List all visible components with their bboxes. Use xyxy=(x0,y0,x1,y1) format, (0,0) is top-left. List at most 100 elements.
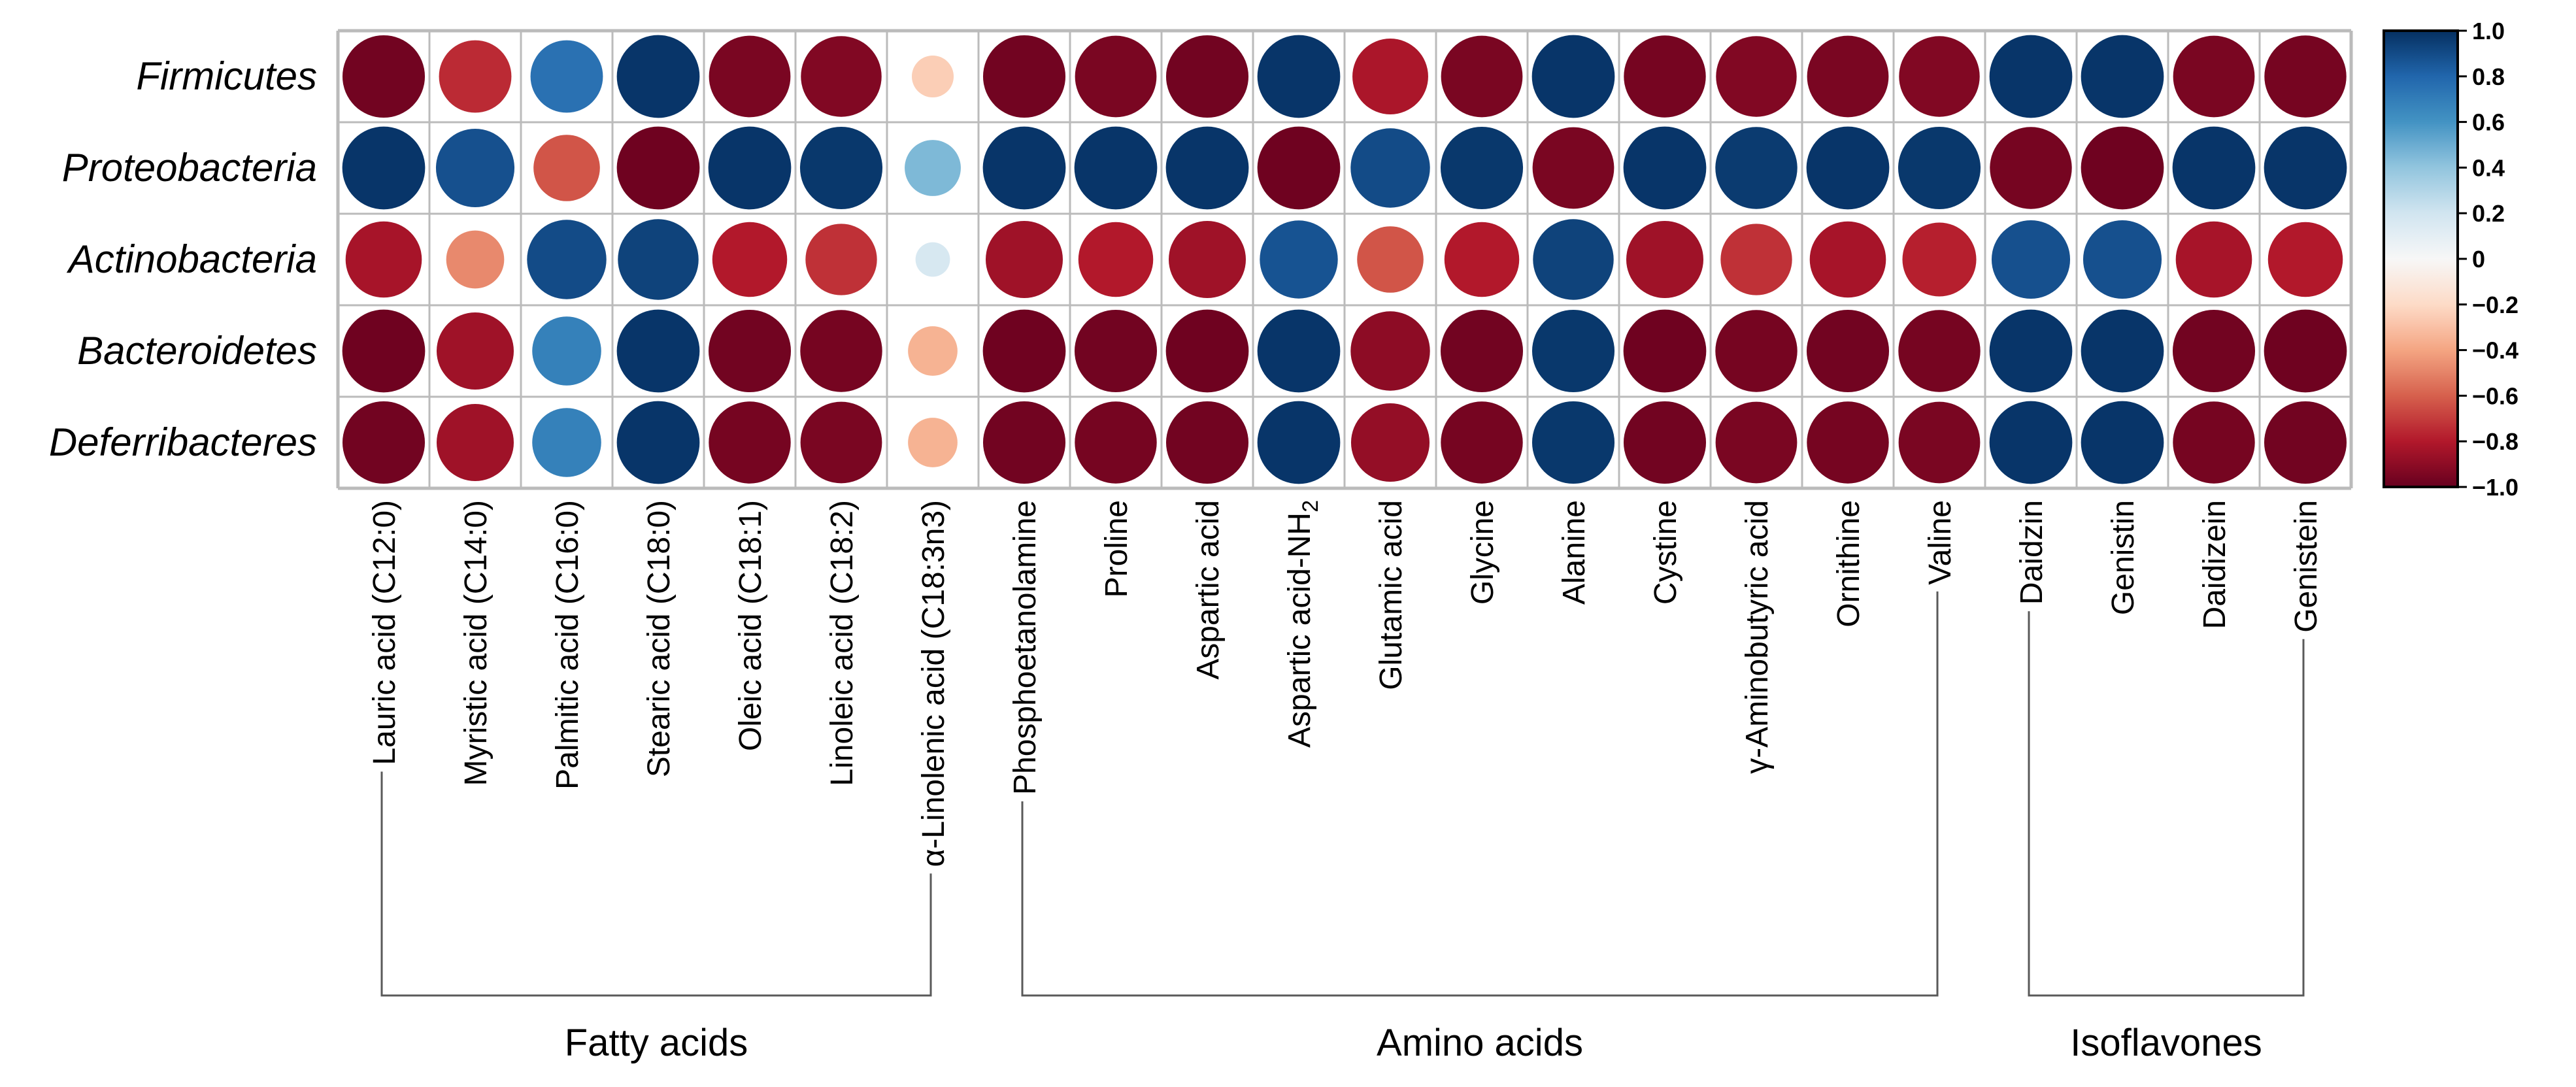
corr-circle-r2-c1 xyxy=(446,230,505,289)
corr-circle-r3-c18 xyxy=(1989,309,2073,393)
corr-circle-r2-c6 xyxy=(915,242,950,277)
corr-circle-r3-c21 xyxy=(2264,309,2347,393)
corr-circle-r1-c18 xyxy=(1990,127,2072,209)
column-label-14: Cystine xyxy=(1648,500,1683,605)
corr-circle-r1-c15 xyxy=(1715,127,1798,209)
corr-circle-r2-c12 xyxy=(1444,222,1520,297)
corr-circle-r1-c11 xyxy=(1350,128,1430,208)
row-labels: Firmicutes Proteobacteria Actinobacteria Ba… xyxy=(49,54,317,464)
column-label-10: Aspartic acid-NH2 xyxy=(1282,500,1323,748)
column-labels: Lauric acid (C12:0) Myristic acid (C14:0)… xyxy=(367,500,2324,867)
row-label-bacteroidetes: Bacteroidetes xyxy=(77,329,317,373)
corr-circle-r1-c9 xyxy=(1165,126,1249,210)
correlation-circles xyxy=(342,35,2347,484)
column-label-3: Stearic acid (C18:0) xyxy=(642,500,677,777)
corr-circle-r4-c19 xyxy=(2081,401,2164,484)
row-label-firmicutes: Firmicutes xyxy=(136,54,317,98)
corr-circle-r1-c2 xyxy=(533,135,600,201)
corr-circle-r1-c3 xyxy=(616,126,700,210)
corr-circle-r3-c13 xyxy=(1531,309,1615,393)
corr-circle-r0-c2 xyxy=(530,40,603,113)
corr-circle-r1-c7 xyxy=(982,126,1066,210)
corr-circle-r0-c9 xyxy=(1165,35,1249,118)
group-label-fatty-acids: Fatty acids xyxy=(565,1022,748,1064)
colorbar: 1.0 0.8 0.6 0.4 0.2 0 −0.2 −0.4 −0.6 −0.8 −1.0 xyxy=(2383,18,2518,501)
colorbar-tick-label: 0.6 xyxy=(2472,109,2505,136)
colorbar-tick-label: 0.4 xyxy=(2472,154,2505,181)
corr-circle-r0-c3 xyxy=(616,35,700,118)
colorbar-tick-label: 0.2 xyxy=(2472,200,2505,227)
corr-circle-r2-c16 xyxy=(1809,221,1886,298)
corr-circle-r2-c7 xyxy=(985,220,1063,299)
column-label-1: Myristic acid (C14:0) xyxy=(459,500,493,786)
group-bracket-fatty-acids xyxy=(380,771,932,997)
colorbar-tick-label: 0 xyxy=(2472,246,2485,273)
corr-circle-r4-c21 xyxy=(2264,401,2347,484)
corr-circle-r1-c10 xyxy=(1257,126,1341,210)
corr-circle-r0-c21 xyxy=(2264,35,2347,118)
corr-circle-r2-c8 xyxy=(1078,222,1154,297)
corr-circle-r3-c14 xyxy=(1623,309,1707,393)
column-label-11: Glutamic acid xyxy=(1374,500,1409,690)
corr-circle-r1-c6 xyxy=(905,140,961,196)
corr-circle-r3-c20 xyxy=(2172,309,2256,393)
corr-circle-r4-c4 xyxy=(709,401,791,484)
row-label-actinobacteria: Actinobacteria xyxy=(67,237,317,281)
column-label-7: Phosphoetanolamine xyxy=(1008,500,1043,795)
column-label-21: Genistein xyxy=(2289,500,2324,633)
corr-circle-r0-c6 xyxy=(912,56,954,97)
corr-circle-r3-c5 xyxy=(800,310,882,392)
corr-circle-r3-c16 xyxy=(1806,309,1890,393)
corr-circle-r4-c5 xyxy=(800,401,882,484)
corr-circle-r4-c13 xyxy=(1531,401,1615,484)
corr-circle-r3-c4 xyxy=(708,309,792,393)
correlation-grid xyxy=(336,29,2353,490)
column-label-16: Ornithine xyxy=(1832,500,1866,627)
corr-circle-r2-c3 xyxy=(618,219,699,300)
corr-circle-r0-c13 xyxy=(1531,35,1615,118)
corr-circle-r2-c19 xyxy=(2083,220,2162,299)
corr-circle-r0-c10 xyxy=(1257,35,1341,118)
corr-circle-r0-c20 xyxy=(2173,35,2255,118)
corr-circle-r4-c17 xyxy=(1898,401,1981,484)
corr-circle-r0-c7 xyxy=(982,35,1066,118)
corr-circle-r1-c20 xyxy=(2172,126,2256,210)
corr-circle-r4-c9 xyxy=(1165,401,1249,484)
column-label-19: Genistin xyxy=(2106,500,2141,615)
column-label-base: Aspartic acid-NH xyxy=(1282,512,1317,748)
row-label-deferribacteres: Deferribacteres xyxy=(49,420,317,464)
corr-circle-r0-c8 xyxy=(1075,35,1157,118)
column-label-18: Daidzin xyxy=(2015,500,2049,605)
corr-circle-r0-c19 xyxy=(2081,35,2164,118)
corr-circle-r1-c21 xyxy=(2264,126,2347,210)
corr-circle-r1-c16 xyxy=(1806,126,1890,210)
corr-circle-r4-c3 xyxy=(616,401,700,484)
corr-circle-r2-c21 xyxy=(2267,222,2343,297)
corr-circle-r2-c15 xyxy=(1720,224,1792,295)
corr-circle-r4-c7 xyxy=(982,401,1066,484)
corr-circle-r1-c12 xyxy=(1440,126,1524,210)
corr-circle-r2-c14 xyxy=(1626,220,1704,299)
column-label-0: Lauric acid (C12:0) xyxy=(367,500,402,765)
corr-circle-r1-c4 xyxy=(708,126,792,210)
corr-circle-r4-c18 xyxy=(1989,401,2073,484)
corr-circle-r0-c16 xyxy=(1807,35,1889,118)
corr-circle-r2-c10 xyxy=(1260,220,1338,299)
corr-circle-r2-c18 xyxy=(1991,220,2071,299)
column-label-12: Glycine xyxy=(1465,500,1500,605)
group-bracket-amino-acids xyxy=(1021,591,1939,997)
corr-circle-r1-c14 xyxy=(1623,126,1707,210)
corr-circle-r0-c1 xyxy=(439,40,512,113)
corr-circle-r1-c1 xyxy=(435,128,515,208)
corr-circle-r3-c12 xyxy=(1440,309,1524,393)
corr-circle-r0-c5 xyxy=(801,36,882,117)
corr-circle-r4-c12 xyxy=(1441,401,1523,484)
group-bracket-isoflavones xyxy=(2028,611,2305,997)
column-label-subscript: 2 xyxy=(1298,500,1323,512)
corr-circle-r3-c0 xyxy=(342,309,426,393)
column-label-2: Palmitic acid (C16:0) xyxy=(550,500,585,790)
corr-circle-r3-c19 xyxy=(2081,309,2164,393)
corr-circle-r2-c11 xyxy=(1357,226,1424,293)
corr-circle-r2-c20 xyxy=(2175,221,2252,298)
corr-circle-r3-c11 xyxy=(1350,311,1430,391)
